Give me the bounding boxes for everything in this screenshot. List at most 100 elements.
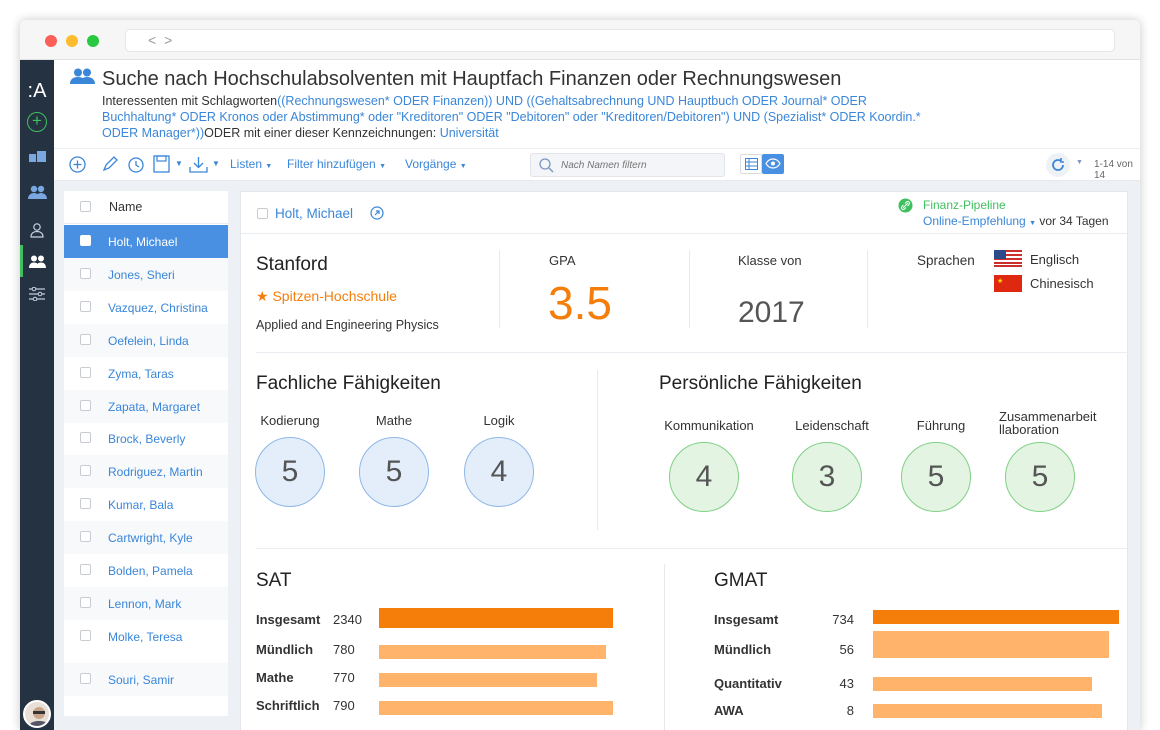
chevron-down-icon[interactable]: ▼ [379,163,386,170]
table-row[interactable]: Zapata, Margaret [64,389,228,423]
candidate-name[interactable]: Holt, Michael [108,235,178,249]
candidate-name[interactable]: Kumar, Bala [108,498,174,513]
skill-rating: 5 [255,437,325,507]
row-checkbox[interactable] [80,672,91,684]
avatar[interactable] [23,700,51,728]
history-icon[interactable] [127,156,144,173]
chevron-down-icon[interactable]: ▼ [459,163,467,170]
detail-view-button[interactable] [762,154,784,174]
table-row[interactable]: Brock, Beverly [64,422,228,455]
skill-label: Zusammenarbeit llaboration [999,409,1097,437]
row-checkbox[interactable] [80,531,91,543]
chevron-down-icon[interactable]: ▼ [1029,220,1037,227]
candidate-name[interactable]: Oefelein, Linda [108,333,189,348]
score-bar [379,701,613,715]
divider [664,564,665,730]
candidate-name[interactable]: Holt, Michael [275,206,354,221]
row-checkbox[interactable] [80,267,91,279]
chevron-down-icon[interactable]: ▼ [265,163,273,170]
row-checkbox[interactable] [80,596,91,608]
add-filter-menu[interactable]: Filter hinzufügen ▼ [287,157,386,171]
row-checkbox[interactable] [80,465,91,477]
candidate-name[interactable]: Bolden, Pamela [108,564,193,578]
name-filter-field[interactable] [530,153,725,177]
table-row[interactable]: Rodriguez, Martin [64,455,228,489]
chevron-down-icon[interactable]: ▼ [212,159,220,168]
download-icon[interactable] [189,155,208,173]
add-circle-icon[interactable]: + [27,112,47,132]
name-filter-input[interactable] [561,157,711,173]
table-row[interactable]: Zyma, Taras [64,357,228,390]
sliders-icon[interactable] [29,287,45,301]
candidate-name[interactable]: Brock, Beverly [108,432,186,447]
row-checkbox[interactable] [80,235,91,246]
score-label: Mündlich [714,642,772,657]
chevron-down-icon[interactable]: ▼ [175,159,183,168]
table-row[interactable]: Lennon, Mark [64,586,228,620]
table-row[interactable]: Souri, Samir [64,662,228,696]
app-logo[interactable]: :A [27,80,47,102]
add-icon[interactable] [69,156,86,173]
refresh-button[interactable] [1046,153,1070,177]
row-checkbox[interactable] [80,498,91,510]
candidate-checkbox[interactable] [257,208,268,219]
zoom-window-button[interactable] [87,35,99,47]
row-checkbox[interactable] [80,432,91,444]
row-checkbox[interactable] [80,300,91,312]
lists-menu-label[interactable]: Listen [230,157,263,171]
skill-label: Logik [483,413,515,428]
candidate-name[interactable]: Vazquez, Christina [108,300,208,315]
close-window-button[interactable] [45,35,57,47]
address-bar[interactable]: < > [125,29,1115,52]
score-label: Insgesamt [256,612,321,627]
query-keywords-cont[interactable]: Buchhaltung* ODER Kronos oder Abstimmung… [102,110,921,124]
edit-icon[interactable] [102,156,118,172]
candidate-name[interactable]: Zapata, Margaret [108,399,201,414]
pipeline-age: vor 34 Tagen [1039,214,1109,228]
table-row[interactable]: Jones, Sheri [64,257,228,291]
chevron-down-icon[interactable]: ▼ [1076,159,1083,166]
query-keywords-end[interactable]: ODER Manager*)) [102,126,205,140]
query-tag[interactable]: Universität [439,126,499,140]
people-icon[interactable] [28,185,47,199]
lists-menu[interactable]: Listen ▼ [230,157,272,171]
people-icon[interactable] [29,255,46,268]
candidate-name[interactable]: Jones, Sheri [108,267,175,282]
actions-menu[interactable]: Vorgänge ▼ [405,157,467,171]
table-row[interactable]: Bolden, Pamela [64,554,228,587]
row-checkbox[interactable] [80,629,91,641]
table-row[interactable]: Vazquez, Christina [64,291,228,324]
add-filter-label[interactable]: Filter hinzufügen [287,157,376,171]
candidate-name[interactable]: Zyma, Taras [108,366,174,381]
table-row[interactable]: Holt, Michael [64,225,228,258]
table-row[interactable]: Kumar, Bala [64,488,228,521]
person-icon[interactable] [30,223,44,238]
score-label: AWA [714,703,744,718]
select-all-checkbox[interactable] [80,201,91,212]
table-row[interactable]: Cartwright, Kyle [64,521,228,555]
table-row[interactable]: Oefelein, Linda [64,323,228,357]
active-indicator [20,245,23,277]
briefcase-icon[interactable] [29,150,46,163]
row-checkbox[interactable] [80,333,91,345]
pipeline-name[interactable]: Finanz-Pipeline [923,198,1006,212]
candidate-name[interactable]: Rodriguez, Martin [108,465,203,480]
table-view-button[interactable] [740,154,762,174]
candidate-name[interactable]: Lennon, Mark [108,596,182,611]
actions-menu-label[interactable]: Vorgänge [405,157,457,171]
query-keywords[interactable]: ((Rechnungswesen* ODER Finanzen)) UND ((… [277,94,867,108]
row-checkbox[interactable] [80,399,91,411]
name-column-header[interactable]: Name [109,200,143,214]
language-2: Chinesisch [1030,276,1094,291]
row-checkbox[interactable] [80,564,91,575]
table-row[interactable]: Molke, Teresa [64,620,228,653]
open-link-icon[interactable] [370,206,384,220]
candidate-name[interactable]: Cartwright, Kyle [108,531,193,546]
source-dropdown[interactable]: Online-Empfehlung [923,214,1026,228]
candidate-name[interactable]: Molke, Teresa [108,629,183,644]
save-icon[interactable] [153,155,170,173]
minimize-window-button[interactable] [66,35,78,47]
back-forward-icon[interactable]: < > [148,32,175,48]
candidate-name[interactable]: Souri, Samir [108,672,175,687]
row-checkbox[interactable] [80,366,91,378]
